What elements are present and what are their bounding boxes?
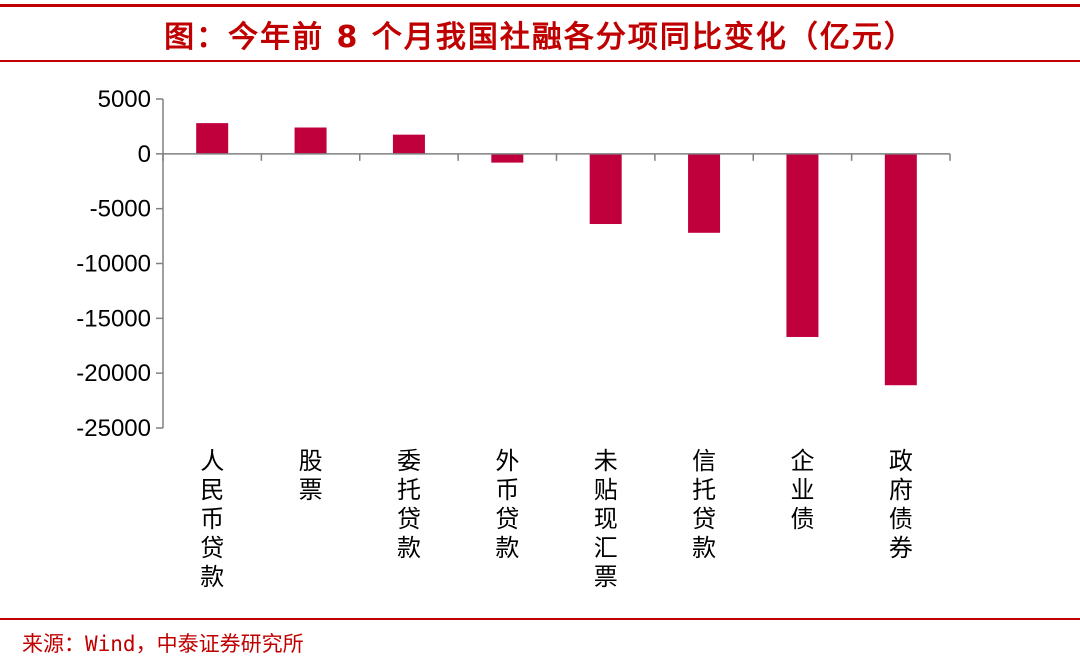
title-bar: 图：今年前 8 个月我国社融各分项同比变化（亿元） xyxy=(0,0,1080,64)
category-label: 政府债券 xyxy=(889,447,913,562)
bar xyxy=(294,127,327,154)
y-axis: 5000 0 -5000 -10000 -15000 -20000 -25000 xyxy=(76,86,164,442)
source-rule xyxy=(0,618,1080,620)
y-tick-label: 0 xyxy=(138,141,151,168)
bar-chart: 5000 0 -5000 -10000 -15000 -20000 -25000 人民币贷款… xyxy=(76,86,951,591)
category-label: 未贴现汇票 xyxy=(594,447,618,591)
category-label: 人民币贷款 xyxy=(200,447,224,591)
y-tick-label: -20000 xyxy=(76,360,151,387)
category-label: 企业债 xyxy=(790,447,814,533)
y-tick-label: -25000 xyxy=(76,415,151,442)
category-label: 股票 xyxy=(299,447,323,504)
bars xyxy=(196,123,917,386)
bar xyxy=(884,153,917,386)
y-tick-label: -10000 xyxy=(76,251,151,278)
category-label: 外币贷款 xyxy=(495,447,519,562)
category-label: 信托贷款 xyxy=(692,447,716,562)
chart-title: 图：今年前 8 个月我国社融各分项同比变化（亿元） xyxy=(164,20,916,55)
category-labels: 人民币贷款 股票 委托贷款 外币贷款 未贴现汇票 信托贷款 企业债 政府债券 xyxy=(200,447,913,591)
source-note: 来源：Wind，中泰证券研究所 xyxy=(22,632,304,656)
title-bottom-rule xyxy=(0,60,1080,62)
bar xyxy=(688,153,721,233)
bar xyxy=(491,153,524,163)
y-tick-label: 5000 xyxy=(98,86,151,113)
x-axis xyxy=(162,153,951,161)
title-top-rule xyxy=(0,4,1080,7)
y-tick-label: -15000 xyxy=(76,305,151,332)
y-tick-label: -5000 xyxy=(90,196,151,223)
bar xyxy=(589,153,622,225)
bar xyxy=(786,153,819,337)
bar xyxy=(392,134,425,154)
bar xyxy=(196,123,229,154)
category-label: 委托贷款 xyxy=(397,447,421,562)
